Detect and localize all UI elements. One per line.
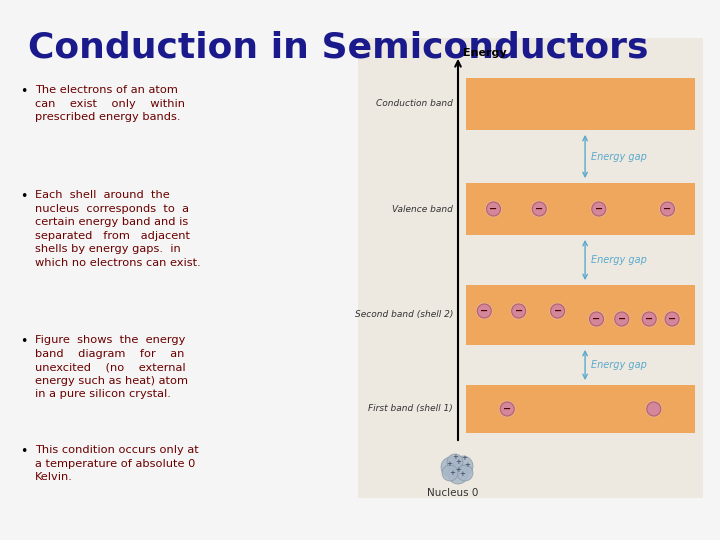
Text: Nucleus 0: Nucleus 0 — [427, 488, 479, 498]
Text: +: + — [459, 471, 465, 477]
Circle shape — [510, 302, 527, 320]
Circle shape — [664, 310, 680, 327]
Text: −: − — [595, 204, 603, 214]
Circle shape — [453, 456, 473, 476]
Text: −: − — [668, 314, 676, 324]
Circle shape — [588, 310, 605, 327]
Text: •: • — [20, 335, 27, 348]
Text: Second band (shell 2): Second band (shell 2) — [355, 310, 453, 320]
Bar — [466, 385, 695, 433]
Circle shape — [476, 302, 492, 320]
Circle shape — [613, 310, 630, 327]
Circle shape — [660, 202, 675, 216]
Circle shape — [487, 202, 500, 216]
Text: Conduction in Semiconductors: Conduction in Semiconductors — [28, 30, 649, 64]
Circle shape — [512, 304, 526, 318]
Text: First band (shell 1): First band (shell 1) — [368, 404, 453, 414]
Text: −: − — [490, 204, 498, 214]
Text: Conduction band: Conduction band — [376, 99, 453, 109]
Text: +: + — [446, 461, 452, 467]
Text: Figure  shows  the  energy
band    diagram    for    an
unexcited    (no    exte: Figure shows the energy band diagram for… — [35, 335, 188, 400]
Circle shape — [499, 401, 516, 417]
Text: +: + — [464, 462, 470, 468]
Text: −: − — [535, 204, 544, 214]
Circle shape — [457, 465, 473, 481]
Text: −: − — [515, 306, 523, 316]
Circle shape — [532, 202, 546, 216]
Circle shape — [592, 202, 606, 216]
Circle shape — [647, 402, 661, 416]
Circle shape — [659, 200, 676, 218]
Text: +: + — [452, 454, 458, 460]
Circle shape — [590, 200, 607, 218]
Text: +: + — [455, 467, 461, 473]
Circle shape — [641, 310, 657, 327]
Text: −: − — [618, 314, 626, 324]
Text: Energy: Energy — [463, 48, 507, 58]
Circle shape — [447, 454, 463, 470]
Circle shape — [549, 302, 566, 320]
Circle shape — [615, 312, 629, 326]
Circle shape — [485, 200, 502, 218]
Text: Energy gap: Energy gap — [591, 255, 647, 265]
Text: Valence band: Valence band — [392, 205, 453, 213]
Circle shape — [665, 312, 679, 326]
Text: −: − — [645, 314, 653, 324]
Text: +: + — [455, 459, 461, 465]
Bar — [466, 78, 695, 130]
Text: Energy gap: Energy gap — [591, 152, 647, 161]
Circle shape — [642, 312, 656, 326]
Bar — [358, 38, 703, 498]
Text: −: − — [663, 204, 672, 214]
Text: The electrons of an atom
can    exist    only    within
prescribed energy bands.: The electrons of an atom can exist only … — [35, 85, 185, 122]
Text: +: + — [449, 470, 455, 476]
Circle shape — [477, 304, 491, 318]
Text: −: − — [554, 306, 562, 316]
Circle shape — [442, 465, 458, 481]
Text: This condition occurs only at
a temperature of absolute 0
Kelvin.: This condition occurs only at a temperat… — [35, 445, 199, 482]
Text: −: − — [593, 314, 600, 324]
Bar — [466, 285, 695, 345]
Text: −: − — [480, 306, 488, 316]
Text: •: • — [20, 445, 27, 458]
Circle shape — [441, 457, 461, 477]
Text: •: • — [20, 190, 27, 203]
Circle shape — [590, 312, 603, 326]
Text: •: • — [20, 85, 27, 98]
Circle shape — [500, 402, 514, 416]
Circle shape — [645, 401, 662, 417]
Circle shape — [551, 304, 564, 318]
Circle shape — [531, 200, 548, 218]
Text: Energy gap: Energy gap — [591, 360, 647, 370]
Bar — [466, 183, 695, 235]
Circle shape — [448, 464, 468, 484]
Text: −: − — [503, 404, 511, 414]
Text: +: + — [461, 455, 467, 461]
Text: Each  shell  around  the
nucleus  corresponds  to  a
certain energy band and is
: Each shell around the nucleus correspond… — [35, 190, 201, 268]
